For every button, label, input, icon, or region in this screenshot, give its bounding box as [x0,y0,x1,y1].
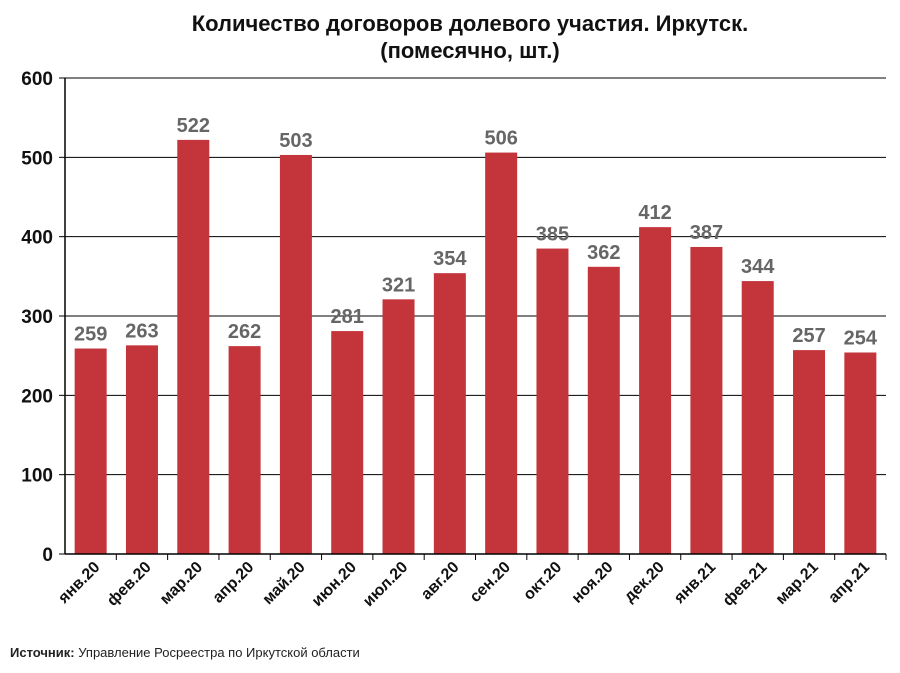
x-tick-label: май.20 [260,559,309,608]
y-tick-label: 400 [21,228,53,249]
source-label: Источник: [10,645,75,660]
data-label: 257 [792,325,825,347]
data-label: 412 [638,202,671,224]
bar [844,352,877,554]
x-tick-label: июн.20 [309,559,360,610]
bar [74,348,107,554]
x-tick-label: окт.20 [520,559,565,604]
y-tick-label: 0 [42,545,53,566]
chart-subtitle: (помесячно, шт.) [380,38,560,63]
bar [639,227,672,554]
chart-title-block: Количество договоров долевого участия. И… [0,10,900,64]
data-label: 254 [844,327,878,349]
data-label: 263 [125,320,158,342]
chart-title: Количество договоров долевого участия. И… [191,11,749,36]
x-tick-label: мар.20 [157,559,206,608]
bar [690,246,723,555]
x-tick-label: ноя.20 [569,559,617,607]
y-tick-label: 500 [21,148,53,169]
bar [485,152,518,554]
data-label: 281 [331,306,364,328]
source-text: Управление Росреестра по Иркутской облас… [74,645,360,660]
data-label: 321 [382,274,415,296]
x-tick-label: сен.20 [467,559,514,606]
data-label: 522 [177,115,210,137]
source-note: Источник: Управление Росреестра по Иркут… [10,645,360,660]
bar [382,299,415,554]
x-tick-label: авг.20 [418,559,463,604]
bar [228,346,261,554]
data-label: 262 [228,321,261,343]
bar [433,273,466,554]
bar [279,154,312,554]
bar [587,266,620,554]
y-tick-label: 200 [21,386,53,407]
data-label: 354 [433,248,467,270]
x-tick-label: апр.20 [210,559,258,607]
data-label: 387 [690,222,723,244]
data-label: 344 [741,256,775,278]
data-label: 506 [484,128,517,150]
x-tick-label: фев.20 [104,559,155,610]
bar [793,350,826,554]
bar [536,248,569,555]
x-tick-label: апр.21 [825,559,873,607]
data-label: 385 [536,224,569,246]
data-label: 259 [74,324,107,346]
x-tick-label: дек.20 [621,559,668,606]
data-label: 503 [279,130,312,152]
bar [125,345,158,554]
y-tick-label: 100 [21,466,53,487]
bar [331,331,364,554]
data-label: 362 [587,242,620,264]
bar [177,139,210,554]
y-tick-label: 300 [21,307,53,328]
x-tick-label: фев.21 [720,559,771,610]
y-tick-label: 600 [21,69,53,90]
x-tick-label: июл.20 [360,559,411,610]
x-tick-label: мар.21 [773,559,822,608]
x-tick-label: янв.21 [670,559,719,608]
bar [741,281,774,554]
x-tick-label: янв.20 [55,559,104,608]
